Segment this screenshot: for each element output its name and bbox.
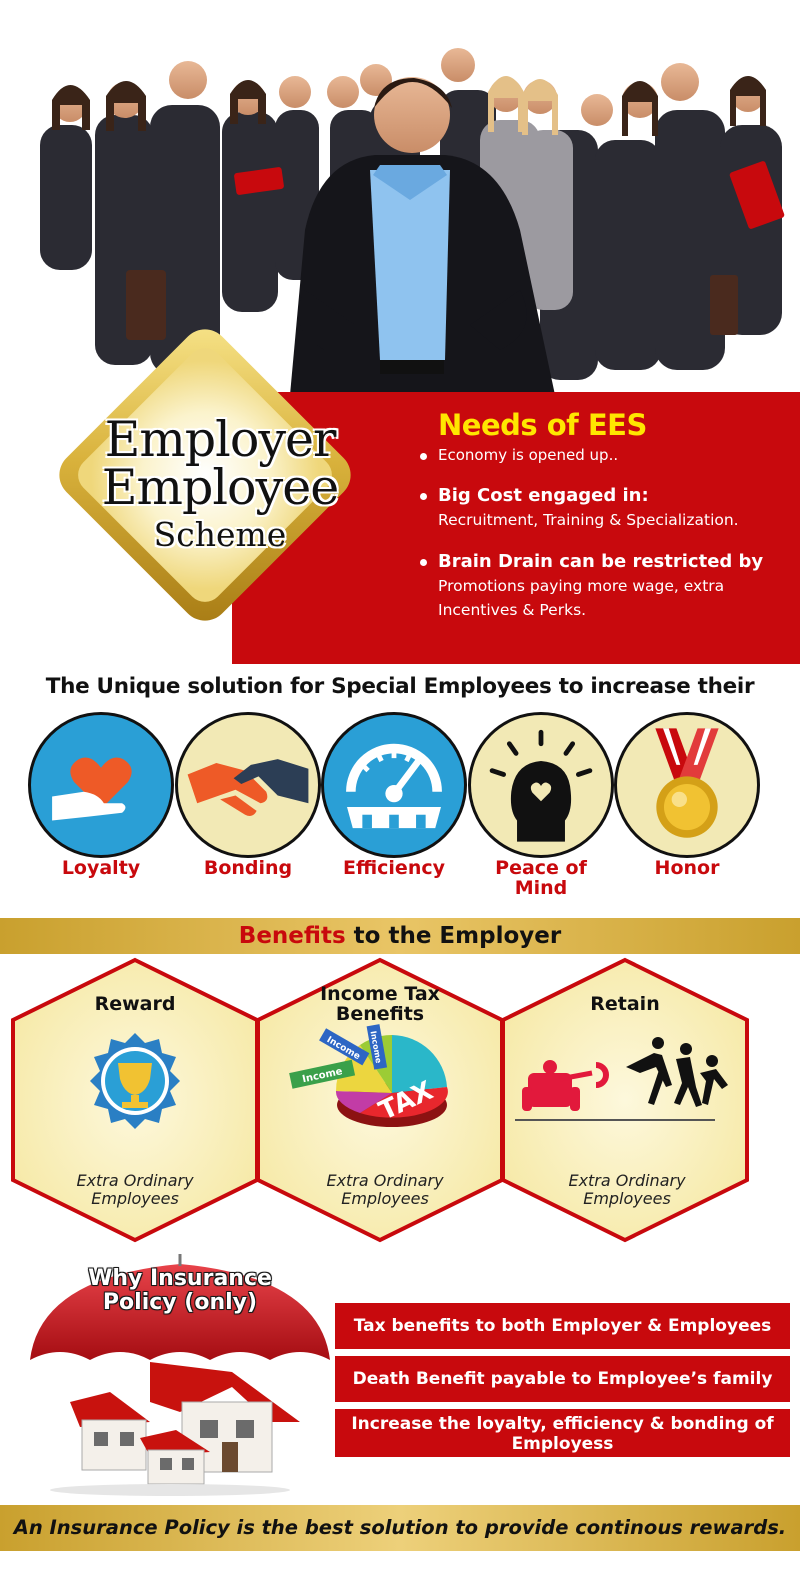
scheme-diamond bbox=[20, 290, 390, 660]
unique-item-efficiency: Efficiency bbox=[319, 712, 469, 912]
business-team-illustration bbox=[40, 48, 785, 395]
benefits-heading-highlight: Benefits bbox=[238, 923, 346, 949]
benefit-subtitle: Extra Ordinary Employees bbox=[568, 1171, 686, 1208]
head-heart-icon bbox=[468, 712, 614, 858]
need-item: Economy is opened up.. bbox=[412, 444, 797, 466]
footer-text: An Insurance Policy is the best solution… bbox=[13, 1516, 787, 1539]
needs-panel bbox=[232, 392, 800, 664]
unique-item-peace-of-mind: Peace of Mind bbox=[466, 712, 616, 912]
unique-item-label: Honor bbox=[654, 857, 720, 879]
bullet-icon bbox=[420, 493, 427, 500]
need-heading: Big Cost engaged in: bbox=[438, 485, 649, 506]
unique-item-loyalty: Loyalty bbox=[26, 712, 176, 912]
benefit-hexagon-retain bbox=[501, 957, 749, 1243]
why-insurance-title: Why Insurance Policy (only) bbox=[88, 1266, 272, 1315]
why-reason-tax: Tax benefits to both Employer & Employee… bbox=[335, 1303, 790, 1349]
need-item: Brain Drain can be restricted by Promoti… bbox=[412, 550, 797, 622]
need-text: Recruitment, Training & Specialization. bbox=[438, 511, 739, 529]
trophy-badge-icon bbox=[90, 1033, 180, 1129]
unique-heading: The Unique solution for Special Employee… bbox=[45, 674, 755, 699]
heart-in-hand-icon bbox=[28, 712, 174, 858]
benefit-title-retain: Retain bbox=[590, 993, 660, 1015]
needs-title: Needs of EES bbox=[438, 408, 647, 442]
umbrella-house-illustration bbox=[30, 1254, 330, 1496]
footer-bar: An Insurance Policy is the best solution… bbox=[0, 1505, 800, 1551]
why-reason-loyalty: Increase the loyalty, efficiency & bondi… bbox=[335, 1409, 790, 1457]
need-text: Promotions paying more wage, extra Incen… bbox=[438, 577, 725, 619]
scheme-title: Employer Employee Scheme bbox=[40, 415, 400, 559]
unique-item-honor: Honor bbox=[612, 712, 762, 912]
benefits-hexagons: Income Income Income TAX bbox=[11, 957, 749, 1243]
unique-item-label: Peace of Mind bbox=[495, 857, 587, 899]
unique-item-label: Bonding bbox=[203, 857, 293, 879]
gauge-gear-icon bbox=[321, 712, 467, 858]
unique-item-bonding: Bonding bbox=[173, 712, 323, 912]
benefit-title-tax: Income Tax Benefits bbox=[320, 983, 440, 1025]
house-icon bbox=[50, 1362, 300, 1496]
benefit-subtitle: Extra Ordinary Employees bbox=[76, 1171, 194, 1208]
scheme-title-line-2: Employee bbox=[101, 459, 339, 516]
needs-list: Needs of EES Economy is opened up.. Big … bbox=[412, 408, 797, 622]
bullet-icon bbox=[420, 453, 427, 460]
hero-image bbox=[0, 0, 800, 395]
scheme-title-line-1: Employer bbox=[104, 411, 337, 468]
need-item: Big Cost engaged in: Recruitment, Traini… bbox=[412, 484, 797, 532]
unique-item-label: Loyalty bbox=[61, 857, 141, 879]
benefit-title-reward: Reward bbox=[94, 993, 176, 1015]
need-heading: Brain Drain can be restricted by bbox=[438, 551, 764, 572]
umbrella-icon bbox=[30, 1254, 330, 1360]
medal-icon bbox=[614, 712, 760, 858]
tax-pie-icon: Income Income Income TAX bbox=[289, 1024, 448, 1127]
scheme-title-line-3: Scheme bbox=[153, 515, 287, 554]
bullet-icon bbox=[420, 559, 427, 566]
unique-item-label: Efficiency bbox=[342, 857, 445, 879]
benefit-subtitle: Extra Ordinary Employees bbox=[326, 1171, 444, 1208]
benefits-heading-bar: Benefits to the Employer bbox=[0, 918, 800, 954]
why-reason-death-benefit: Death Benefit payable to Employee’s fami… bbox=[335, 1356, 790, 1402]
magnet-people-icon bbox=[515, 1037, 728, 1121]
benefits-heading-text: to the Employer bbox=[345, 923, 562, 949]
need-text: Economy is opened up.. bbox=[438, 446, 619, 464]
handshake-icon bbox=[175, 712, 321, 858]
